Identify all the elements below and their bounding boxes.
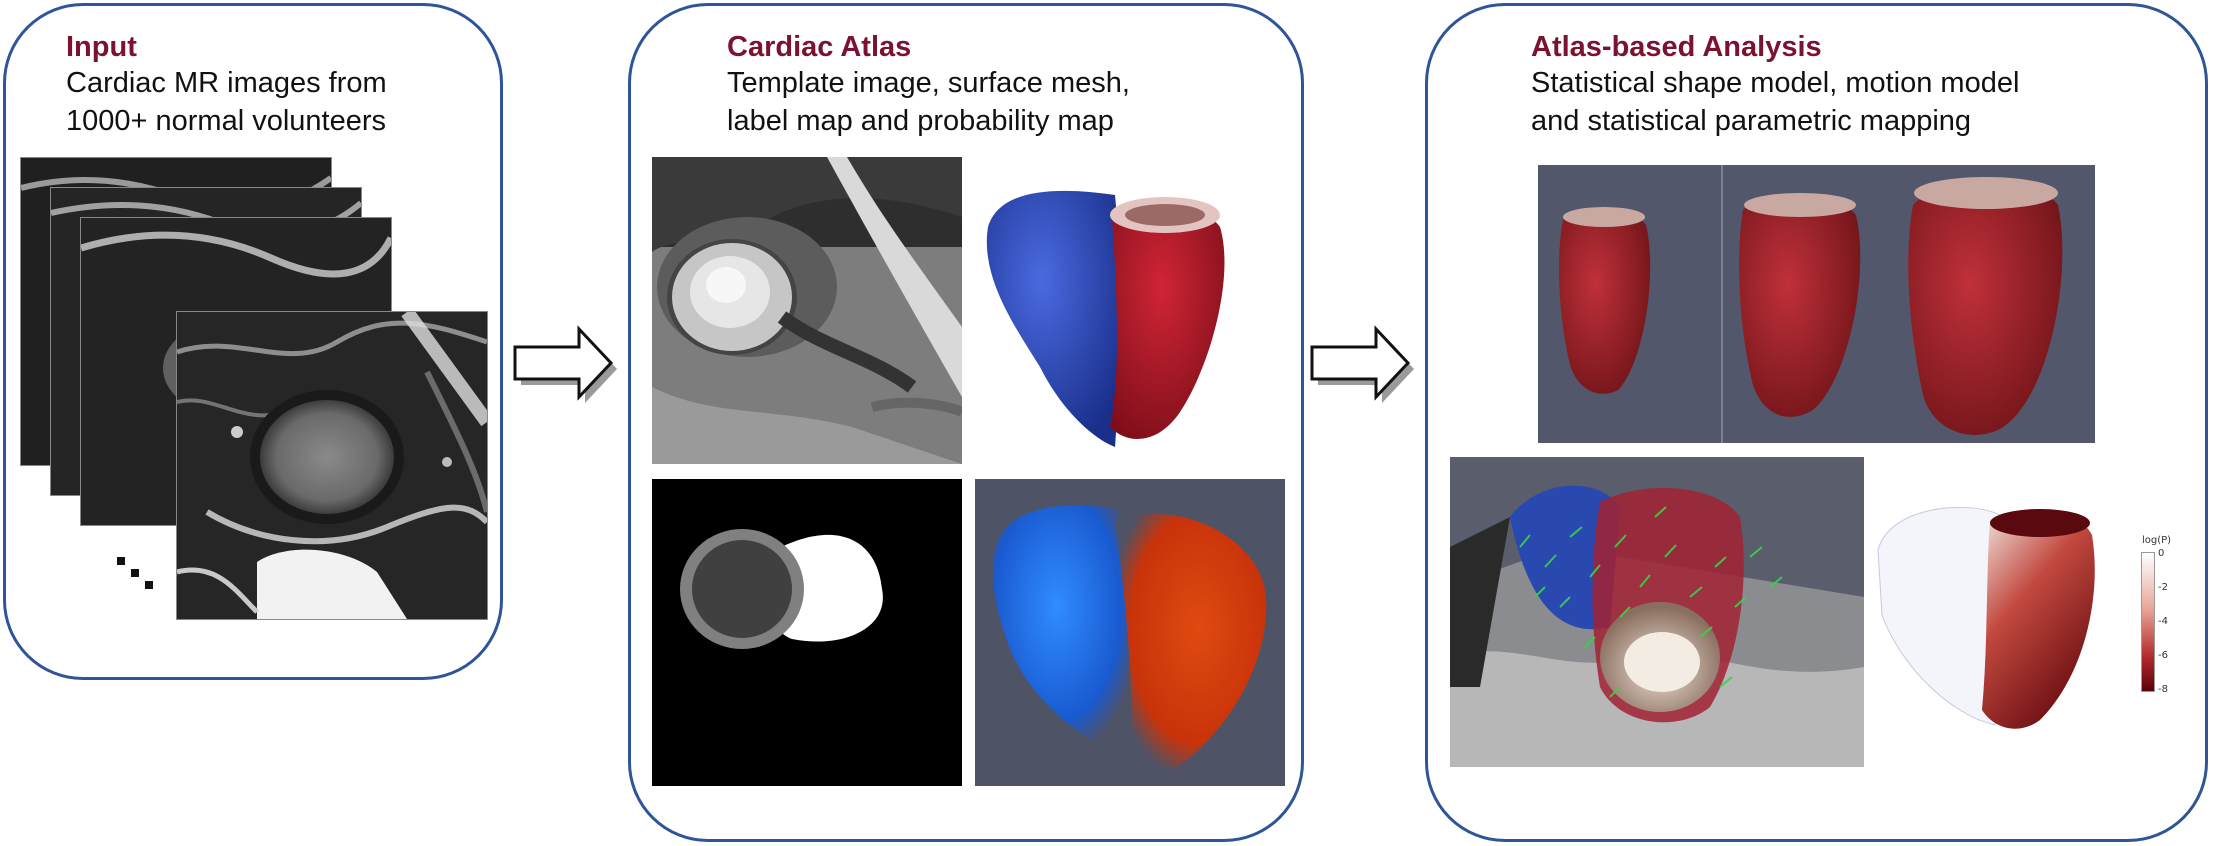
probability-map <box>975 479 1285 786</box>
input-subtitle-line-1: Cardiac MR images from <box>66 67 387 99</box>
flow-arrow-icon-2 <box>1310 325 1414 403</box>
colorbar-title: log(P) <box>2142 535 2172 546</box>
ellipsis-icon <box>117 557 153 589</box>
colorbar-tick-4: -8 <box>2158 684 2168 695</box>
statistical-parametric-map <box>1870 495 2138 735</box>
colorbar-tick-3: -6 <box>2158 650 2168 661</box>
input-subtitle-line-2: 1000+ normal volunteers <box>66 105 387 137</box>
template-image <box>652 157 962 464</box>
label-map <box>652 479 962 786</box>
atlas-title: Cardiac Atlas <box>727 31 912 63</box>
mr-slice-front <box>176 311 488 620</box>
colorbar-gradient <box>2141 552 2155 692</box>
colorbar-tick-2: -4 <box>2158 616 2168 627</box>
analysis-subtitle-line-2: and statistical parametric mapping <box>1531 105 1972 137</box>
surface-mesh-heart <box>970 157 1280 464</box>
analysis-title: Atlas-based Analysis <box>1531 31 1822 63</box>
colorbar-tick-1: -2 <box>2158 582 2168 593</box>
atlas-subtitle-line-1: Template image, surface mesh, <box>727 67 1130 99</box>
flow-arrow-icon-1 <box>513 325 617 403</box>
statistical-shape-model <box>1538 165 2095 443</box>
input-title: Input <box>66 31 137 63</box>
analysis-subtitle-line-1: Statistical shape model, motion model <box>1531 67 2020 99</box>
colorbar-tick-0: 0 <box>2158 548 2165 559</box>
atlas-subtitle-line-2: label map and probability map <box>727 105 1114 137</box>
motion-model <box>1450 457 1864 767</box>
